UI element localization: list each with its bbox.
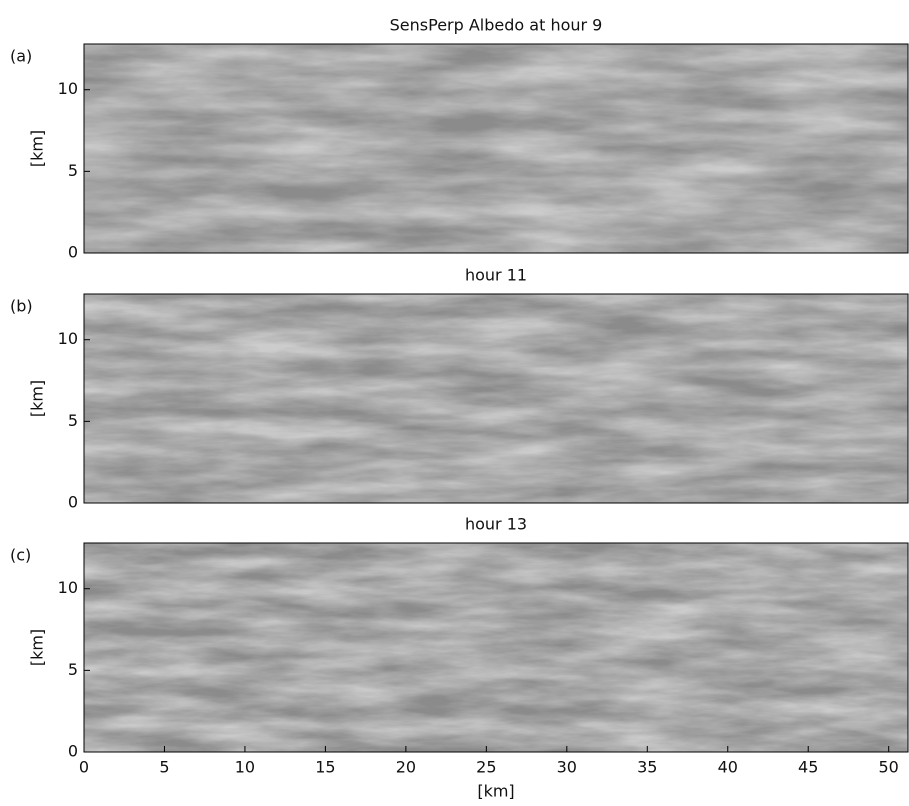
y-tick-label: 10: [58, 578, 78, 597]
y-axis-label: [km]: [28, 380, 47, 417]
y-tick-label: 5: [68, 411, 78, 430]
x-tick-label: 0: [79, 758, 89, 777]
albedo-image: [84, 294, 908, 503]
panel-label: (a): [10, 47, 32, 66]
image-shade: [84, 44, 908, 253]
x-tick-label: 25: [476, 758, 496, 777]
y-tick-label: 10: [58, 329, 78, 348]
x-tick-label: 50: [879, 758, 899, 777]
y-tick-label: 10: [58, 79, 78, 98]
axes-frame: [83, 293, 909, 504]
image-shade: [84, 543, 908, 752]
y-axis-label: [km]: [28, 130, 47, 167]
y-axis-label: [km]: [28, 629, 47, 666]
y-tick-label: 5: [68, 161, 78, 180]
panel-title: SensPerp Albedo at hour 9: [390, 16, 603, 35]
panel-title: hour 11: [465, 266, 527, 285]
image-shade: [84, 294, 908, 503]
panel-label: (c): [10, 546, 31, 565]
x-axis-label: [km]: [477, 782, 514, 801]
y-tick-label: 0: [68, 742, 78, 761]
axes-frame: [83, 43, 909, 254]
y-tick-label: 5: [68, 660, 78, 679]
axes-frame: [83, 542, 909, 753]
x-tick-label: 20: [396, 758, 416, 777]
albedo-image: [84, 543, 908, 752]
y-tick-label: 0: [68, 493, 78, 512]
panel-title: hour 13: [465, 515, 527, 534]
x-tick-label: 10: [235, 758, 255, 777]
x-tick-label: 30: [557, 758, 577, 777]
x-tick-label: 40: [718, 758, 738, 777]
x-tick-label: 15: [315, 758, 335, 777]
x-tick-label: 35: [637, 758, 657, 777]
albedo-image: [84, 44, 908, 253]
y-tick-label: 0: [68, 243, 78, 262]
x-tick-label: 5: [159, 758, 169, 777]
x-tick-label: 45: [798, 758, 818, 777]
panel-label: (b): [10, 297, 33, 316]
